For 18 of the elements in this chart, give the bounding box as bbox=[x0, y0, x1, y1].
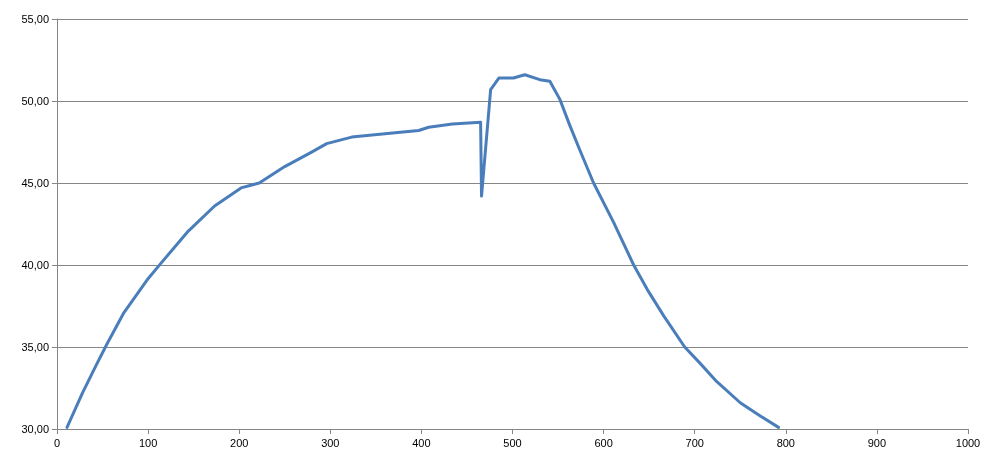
y-tick-label: 30,00 bbox=[21, 423, 49, 435]
x-tick-label: 700 bbox=[685, 436, 704, 449]
x-tick-label: 900 bbox=[867, 436, 887, 449]
y-tick-label: 40,00 bbox=[21, 259, 49, 271]
x-tick-label: 1000 bbox=[955, 436, 981, 449]
line-series bbox=[65, 73, 781, 429]
x-tick-label: 800 bbox=[776, 436, 795, 449]
x-tick-label: 200 bbox=[230, 436, 249, 449]
x-tick-label: 300 bbox=[321, 436, 340, 449]
y-tick-label: 45,00 bbox=[21, 177, 49, 189]
x-tick-label: 500 bbox=[503, 436, 522, 449]
x-tick-label: 100 bbox=[138, 436, 158, 449]
x-tick-label: 0 bbox=[53, 436, 61, 449]
y-tick-label: 50,00 bbox=[21, 95, 49, 107]
x-tick-label: 400 bbox=[412, 436, 431, 449]
x-tick-label: 600 bbox=[594, 436, 613, 449]
y-tick-label: 35,00 bbox=[21, 341, 49, 353]
y-tick-label: 55,00 bbox=[21, 13, 49, 25]
